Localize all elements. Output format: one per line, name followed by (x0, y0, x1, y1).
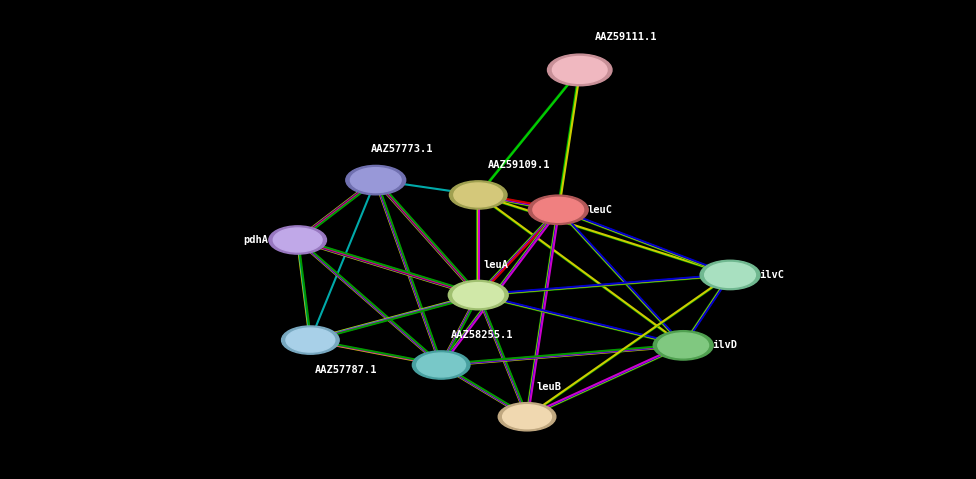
Circle shape (269, 226, 326, 254)
Circle shape (528, 195, 589, 225)
Text: AAZ57773.1: AAZ57773.1 (371, 144, 433, 154)
Text: ilvC: ilvC (759, 270, 785, 280)
Circle shape (552, 57, 607, 83)
Circle shape (658, 333, 709, 358)
Circle shape (454, 183, 503, 207)
Circle shape (533, 197, 584, 222)
Circle shape (448, 280, 508, 310)
Circle shape (499, 402, 556, 431)
Circle shape (273, 228, 322, 252)
Text: AAZ59109.1: AAZ59109.1 (488, 160, 550, 170)
Text: AAZ57787.1: AAZ57787.1 (315, 365, 378, 376)
Circle shape (286, 328, 335, 352)
Text: leuA: leuA (483, 260, 508, 270)
Circle shape (700, 260, 760, 290)
Text: AAZ59111.1: AAZ59111.1 (594, 32, 657, 42)
Circle shape (548, 54, 612, 86)
Circle shape (417, 353, 466, 377)
Text: AAZ58255.1: AAZ58255.1 (451, 330, 513, 340)
Circle shape (503, 405, 551, 429)
Circle shape (413, 351, 470, 379)
Text: pdhA: pdhA (243, 235, 268, 245)
Circle shape (282, 326, 340, 354)
Circle shape (453, 283, 504, 308)
Text: leuC: leuC (588, 205, 613, 215)
Circle shape (450, 181, 508, 209)
Circle shape (350, 168, 401, 193)
Text: ilvD: ilvD (712, 341, 738, 350)
Circle shape (653, 331, 713, 360)
Text: leuB: leuB (537, 382, 562, 392)
Circle shape (346, 165, 406, 195)
Circle shape (705, 262, 755, 287)
